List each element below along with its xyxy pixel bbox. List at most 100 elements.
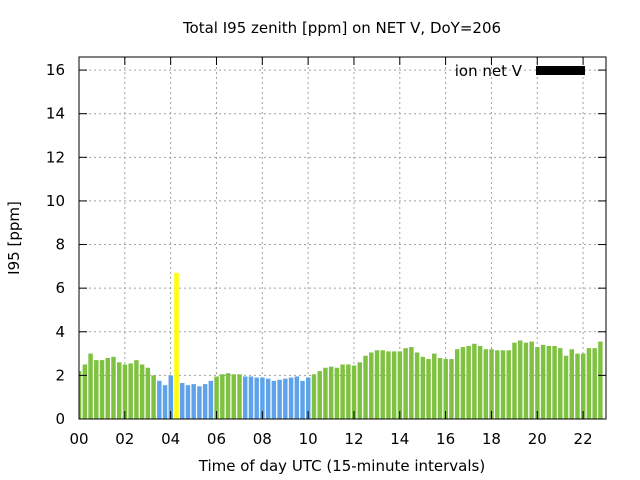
bar [288,377,294,419]
bar [214,376,219,419]
bar [449,359,454,419]
bar [311,374,317,419]
bar [231,374,237,419]
x-tick-label: 12 [344,430,363,448]
bar [495,350,500,419]
bar [409,347,414,419]
bar [185,385,191,419]
x-tick-label: 14 [390,430,409,448]
bar [237,374,242,419]
bar [540,344,546,419]
bar [466,345,471,419]
y-tick-label: 14 [46,105,65,123]
bar [569,349,574,419]
bar [116,362,122,419]
bar [79,371,82,419]
bar [277,379,282,419]
bar [122,364,128,419]
bar [558,348,563,419]
bar [506,350,511,419]
bar [111,356,116,419]
bar [403,348,408,419]
bar [243,376,248,419]
y-tick-label: 0 [55,410,65,428]
bar [128,363,133,419]
bar [306,377,311,419]
bar [517,340,523,419]
bar [94,360,99,419]
bar [248,376,254,419]
bar [145,367,151,419]
bar [563,355,569,419]
x-tick-label: 22 [574,430,593,448]
bar [380,350,385,419]
bar [220,374,225,419]
x-tick-label: 06 [207,430,226,448]
bar [340,364,345,419]
bar [334,367,340,419]
x-tick-label: 18 [482,430,501,448]
bar [139,364,145,419]
bar [283,378,288,419]
bar [168,375,174,419]
plot-frame [78,56,607,420]
bar [397,351,403,419]
bar [523,342,529,419]
x-tick-label: 08 [253,430,272,448]
y-axis-label: I95 [ppm] [5,201,23,275]
x-tick-label: 04 [161,430,180,448]
bar [300,380,305,419]
legend-swatch [536,66,585,75]
y-tick-label: 4 [55,323,65,341]
bar [512,342,517,419]
bars [79,272,603,419]
bar [529,341,534,419]
bar [592,348,597,419]
legend-label: ion net V [455,62,523,80]
bar [88,353,93,419]
bar [134,360,139,419]
bar [99,360,105,419]
bar [489,349,494,419]
bar [374,350,380,419]
bar [346,364,351,419]
bar [391,351,397,419]
bar [317,371,322,419]
bar [254,377,259,419]
bar [179,383,185,419]
bar [575,353,580,419]
bar [443,359,448,419]
bar [580,353,586,419]
chart-title: Total I95 zenith [ppm] on NET V, DoY=206 [182,19,501,37]
y-tick-label: 10 [46,192,65,210]
bar [432,353,437,419]
bar [437,357,443,419]
bar [363,355,368,419]
bar [197,386,202,419]
y-tick-label: 16 [46,61,65,79]
bar [414,352,420,419]
bar [477,345,483,419]
bar [598,341,603,419]
bar [294,376,300,419]
bar [191,384,196,419]
bar [386,351,391,419]
y-tick-label: 8 [55,236,65,254]
bar [552,345,557,419]
bar [208,380,214,419]
bar [174,272,179,419]
bar [351,365,357,419]
bar [82,364,88,419]
bar [265,378,271,419]
x-tick-label: 16 [436,430,455,448]
bar [328,366,334,419]
bar [105,357,110,419]
bar [271,380,277,419]
x-tick-label: 02 [115,430,134,448]
bar [454,349,460,419]
bar [260,377,265,419]
legend: ion net V [455,62,585,80]
bar [157,380,162,419]
